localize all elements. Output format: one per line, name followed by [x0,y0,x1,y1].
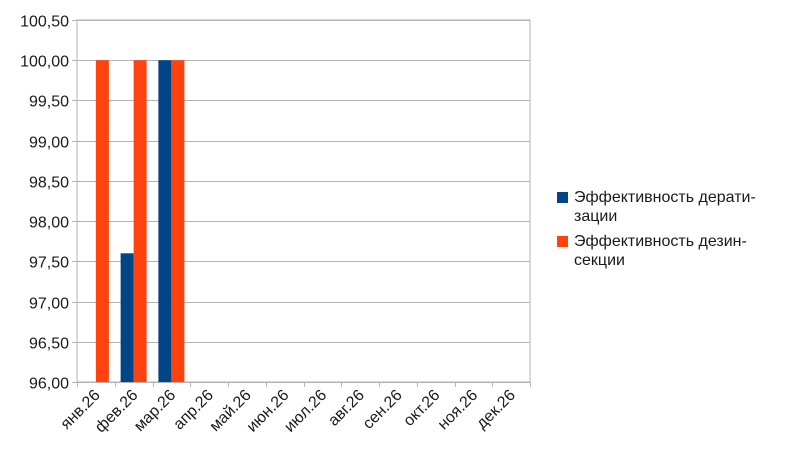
legend-item-disinsection: Эффективность дезин-секции [557,232,789,270]
x-tick-label: дек.26 [473,387,519,433]
legend: Эффективность дерати-зации Эффективность… [557,188,789,276]
y-tick-label: 97,50 [29,255,69,272]
y-tick-label: 100,00 [20,54,69,71]
y-tick-label: 99,00 [29,135,69,152]
x-tick-label: июл.26 [281,387,330,436]
y-tick-label: 98,50 [29,175,69,192]
bar-disinsection [95,60,109,382]
bar-deratization [158,60,172,382]
x-tick-label: сен.26 [360,387,406,433]
legend-label-deratization: Эффективность дерати-зации [574,189,756,225]
y-tick-label: 98,00 [29,215,69,232]
x-tick-label: мар.26 [131,387,179,435]
y-tick-label: 96,00 [29,376,69,393]
x-tick-label: фев.26 [92,387,141,436]
x-tick-label: ноя.26 [435,387,481,433]
legend-item-deratization: Эффективность дерати-зации [557,188,789,226]
legend-swatch-deratization [557,192,568,203]
bar-disinsection [133,60,147,382]
y-tick-label: 97,00 [29,296,69,313]
bar-disinsection [171,60,185,382]
legend-swatch-disinsection [557,236,568,247]
y-tick-label: 99,50 [29,94,69,111]
legend-label-disinsection: Эффективность дезин-секции [574,233,747,269]
y-tick-label: 96,50 [29,336,69,353]
y-tick-label: 100,50 [20,14,69,31]
bar-deratization [120,253,134,382]
